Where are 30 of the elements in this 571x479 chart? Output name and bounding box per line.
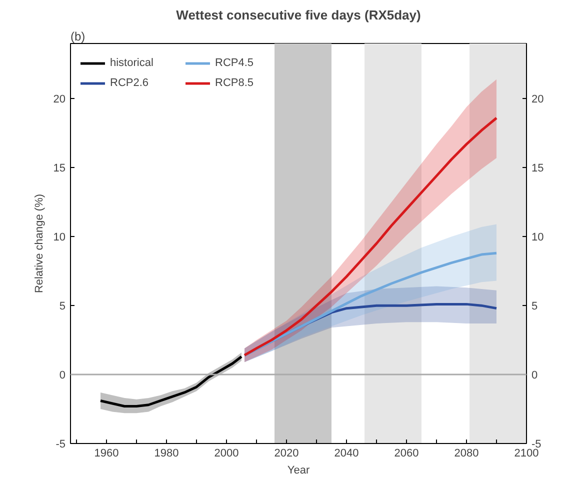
x-axis-title: Year (287, 464, 310, 476)
chart-title: Wettest consecutive five days (RX5day) (176, 8, 421, 22)
x-tick-label: 2080 (454, 448, 479, 460)
x-tick-label: 2040 (334, 448, 359, 460)
legend-label: RCP4.5 (215, 57, 255, 69)
legend-label: historical (110, 57, 154, 69)
x-tick-label: 1960 (94, 448, 119, 460)
legend-label: RCP8.5 (215, 77, 255, 89)
x-tick-label: 2100 (514, 448, 539, 460)
legend-label: RCP2.6 (110, 77, 150, 89)
y2-tick-label: -5 (532, 438, 542, 450)
x-tick-label: 1980 (154, 448, 179, 460)
line-series (99, 355, 243, 408)
y2-tick-label: 0 (532, 370, 538, 382)
y-tick-label: 10 (53, 232, 66, 244)
x-tick-label: 2060 (394, 448, 419, 460)
y-tick-label: 5 (59, 300, 66, 313)
y-axis-title: Relative change (%) (33, 194, 46, 294)
y2-tick-label: 10 (532, 232, 544, 244)
y-tick-label: 0 (59, 370, 66, 382)
x-tick-label: 2000 (214, 448, 239, 460)
y-tick-label: 15 (53, 162, 66, 175)
y2-tick-label: 15 (532, 162, 544, 175)
x-tick-label: 2020 (274, 448, 299, 460)
annotation: (b) (70, 30, 86, 44)
line-series (243, 116, 498, 356)
y2-tick-label: 5 (532, 300, 538, 313)
y-tick-label: -5 (56, 438, 66, 450)
y-tick-label: 20 (53, 94, 66, 106)
y2-tick-label: 20 (532, 94, 544, 106)
